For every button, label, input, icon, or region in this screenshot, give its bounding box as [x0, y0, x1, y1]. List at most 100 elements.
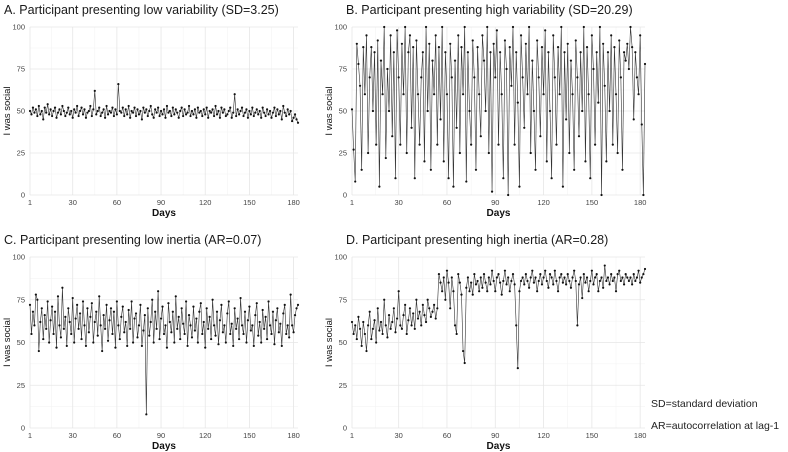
chart-a-point: [161, 113, 164, 116]
chart-c-point: [93, 320, 96, 324]
chart-b-point: [574, 39, 577, 42]
chart-c-point: [292, 331, 295, 334]
chart-b-point: [420, 76, 423, 79]
chart-a-point: [218, 116, 222, 119]
chart-b-point: [490, 190, 494, 193]
chart-c-point: [76, 303, 79, 306]
chart-d-point: [602, 286, 605, 289]
chart-d-point: [368, 310, 371, 313]
chart-b-point: [471, 39, 474, 42]
chart-b-ytick-label: 50: [339, 107, 347, 116]
chart-d-point: [391, 320, 394, 324]
chart-b-xtick-label: 90: [491, 198, 499, 207]
chart-a-point: [62, 109, 65, 113]
chart-a-point: [64, 114, 67, 118]
chart-a-point: [83, 108, 86, 111]
chart-b-point: [368, 76, 371, 79]
chart-c-point: [155, 327, 158, 330]
chart-a-point: [239, 109, 242, 113]
chart-b-point: [519, 34, 523, 37]
chart-c-point: [211, 298, 214, 301]
chart-a-point: [246, 116, 250, 119]
chart-c-point: [196, 341, 199, 344]
chart-c-point: [171, 310, 174, 313]
chart-c-point: [236, 317, 239, 320]
chart-b-point: [481, 34, 484, 37]
chart-c-point: [273, 343, 276, 346]
chart-d-point: [597, 290, 600, 293]
chart-d-ytick-label: 75: [339, 295, 347, 304]
chart-a-point: [265, 108, 269, 111]
chart-a-point: [235, 114, 238, 118]
chart-c-point: [264, 315, 267, 318]
chart-a-point: [255, 108, 258, 111]
chart-c-point: [56, 295, 60, 298]
chart-b-point: [436, 143, 439, 146]
chart-a-point: [126, 113, 129, 116]
chart-d-ytick-label: 25: [339, 381, 347, 390]
chart-d-point: [423, 314, 426, 317]
chart-a-point: [154, 108, 157, 111]
chart-b-point: [571, 93, 574, 96]
chart-b-point: [387, 109, 391, 113]
chart-b-point: [624, 59, 627, 62]
chart-c-point: [296, 303, 300, 306]
chart-b-point: [474, 168, 478, 171]
chart-b-point: [460, 46, 463, 49]
chart-d-point: [642, 273, 645, 276]
chart-d-point: [598, 279, 602, 283]
chart-c-point: [74, 317, 77, 320]
chart-b-ytick-label: 0: [343, 191, 347, 200]
chart-c-xtick-label: 150: [243, 431, 256, 440]
chart-c-point: [198, 310, 201, 313]
chart-d-point: [489, 283, 492, 286]
chart-d-point: [418, 310, 421, 313]
chart-d-point: [497, 273, 500, 276]
chart-d-point: [461, 349, 465, 353]
chart-d-point: [376, 307, 379, 310]
chart-c-point: [243, 310, 247, 313]
chart-b-point: [600, 193, 603, 197]
chart-a-point: [174, 108, 177, 111]
chart-c-point: [136, 336, 139, 339]
chart-c-point: [102, 314, 105, 317]
chart-c-point: [146, 307, 149, 310]
chart-d-point: [529, 276, 532, 279]
chart-b-point: [413, 177, 416, 180]
chart-d-point: [433, 303, 436, 306]
chart-c-point: [195, 317, 198, 320]
chart-a-point: [296, 121, 300, 124]
chart-b-xtick-label: 1: [350, 198, 354, 207]
chart-b-point: [447, 177, 450, 180]
chart-c-point: [260, 341, 263, 344]
chart-a-point: [177, 116, 180, 119]
chart-c-point: [40, 307, 43, 310]
chart-c-ytick-label: 50: [17, 338, 25, 347]
chart-d-point: [508, 290, 511, 293]
chart-b-point: [428, 42, 431, 45]
chart-a-point: [258, 109, 261, 113]
chart-d-point: [473, 273, 476, 276]
chart-b-ytick-label: 25: [339, 149, 347, 158]
chart-a-xtick-label: 150: [243, 198, 256, 207]
chart-d-point: [521, 276, 524, 279]
chart-d-point: [502, 279, 505, 283]
chart-c-point: [112, 310, 116, 313]
chart-b-point: [558, 93, 561, 96]
chart-b-point: [458, 151, 461, 155]
chart-d-point: [539, 273, 542, 276]
note-ar: AR=autocorrelation at lag-1: [651, 420, 780, 432]
chart-d-point: [355, 337, 358, 341]
chart-c-point: [98, 295, 101, 298]
chart-d-point: [640, 276, 643, 279]
chart-a-point: [189, 114, 192, 118]
chart-a-point: [158, 114, 161, 118]
chart-b-point: [442, 160, 445, 163]
chart-c-point: [274, 319, 278, 322]
chart-c-point: [279, 322, 282, 325]
chart-c-point: [50, 305, 54, 308]
chart-a-point: [283, 111, 286, 114]
chart-b-point: [402, 93, 405, 96]
chart-b-point: [463, 25, 466, 29]
chart-d-point: [381, 332, 384, 336]
